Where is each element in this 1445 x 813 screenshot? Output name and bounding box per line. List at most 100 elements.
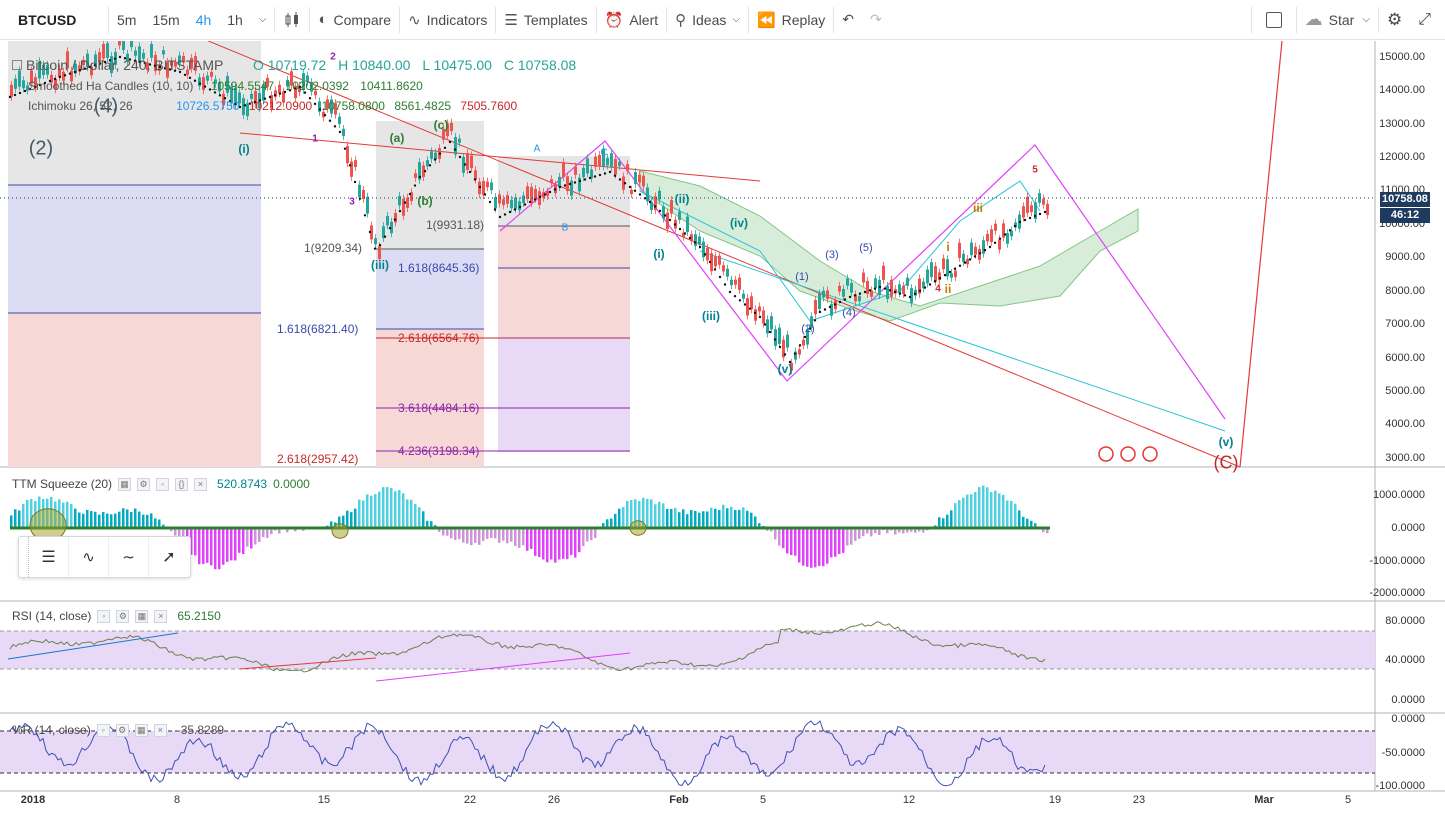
- undo-button[interactable]: ↶: [834, 0, 862, 40]
- visibility-icon[interactable]: ◦: [97, 609, 111, 623]
- interval-15m[interactable]: 15m: [152, 11, 180, 28]
- candle: [234, 87, 237, 106]
- ha-dot: [818, 310, 822, 314]
- visibility-icon[interactable]: ◦: [156, 477, 170, 491]
- ha-dot: [903, 294, 907, 297]
- interval-4h[interactable]: 4h: [195, 11, 212, 28]
- candle: [938, 272, 941, 280]
- abc-wave-tool[interactable]: ∼: [109, 537, 149, 577]
- candle: [382, 226, 385, 239]
- candle: [470, 155, 473, 169]
- format-icon[interactable]: ▦: [134, 723, 148, 737]
- settings-icon[interactable]: ⚙: [116, 609, 130, 623]
- drawing-toolbar[interactable]: ☰ ∿ ∼ ➚: [18, 536, 191, 578]
- close-icon[interactable]: ×: [154, 609, 168, 623]
- close-icon[interactable]: ×: [194, 477, 208, 491]
- interval-dropdown[interactable]: ⌵: [251, 0, 275, 40]
- divider: [833, 6, 835, 33]
- settings-icon[interactable]: ⚙: [115, 723, 129, 737]
- settings-icon[interactable]: ⚙: [137, 477, 151, 491]
- squeeze-bar: [462, 528, 465, 543]
- redo-button[interactable]: ↷: [862, 0, 890, 40]
- rsi-name[interactable]: RSI (14, close): [12, 609, 92, 623]
- squeeze-bar: [530, 528, 533, 549]
- candle: [406, 197, 409, 208]
- compare-button[interactable]: ◐ Compare: [310, 0, 399, 40]
- candle: [270, 95, 273, 109]
- templates-button[interactable]: ☰ Templates: [496, 0, 595, 40]
- squeeze-bar: [226, 528, 229, 562]
- chart-type-button[interactable]: [275, 0, 309, 40]
- gear-icon: ⚙: [1386, 9, 1403, 29]
- drag-handle[interactable]: [19, 537, 29, 577]
- chart-canvas[interactable]: [0, 41, 1445, 813]
- ha-dot: [363, 214, 367, 217]
- visibility-icon[interactable]: ◦: [96, 723, 110, 737]
- squeeze-bar: [514, 528, 517, 546]
- chevron-down-icon: ⌵: [1362, 14, 1370, 25]
- ha-dot: [878, 285, 882, 289]
- squeeze-bar: [270, 528, 273, 535]
- time-axis-label: 19: [1048, 794, 1062, 806]
- ha-dot: [103, 60, 107, 64]
- indicators-button[interactable]: ∿ Indicators: [400, 0, 495, 40]
- interval-5m[interactable]: 5m: [117, 11, 137, 28]
- fullscreen-button[interactable]: ⤢: [1410, 0, 1445, 40]
- ttm-name[interactable]: TTM Squeeze (20): [12, 477, 113, 491]
- settings-button[interactable]: ⚙: [1379, 0, 1410, 40]
- format-icon[interactable]: ▦: [135, 609, 149, 623]
- alert-button[interactable]: ⏰ Alert: [597, 0, 666, 40]
- squeeze-bar: [254, 528, 257, 545]
- replay-button[interactable]: ⏪ Replay: [749, 0, 833, 40]
- wr-axis-label: -100.0000: [1375, 780, 1425, 792]
- ideas-button[interactable]: ⚲ Ideas ⌵: [667, 0, 748, 40]
- ha-dot: [768, 330, 772, 334]
- squeeze-bar: [982, 485, 985, 528]
- wave-label: (C): [1213, 452, 1239, 473]
- star-button[interactable]: ☁ Star ⌵: [1297, 0, 1378, 40]
- squeeze-bar: [914, 528, 917, 533]
- candle: [598, 154, 601, 167]
- elliott-wave-tool[interactable]: ∿: [69, 537, 109, 577]
- format-icon[interactable]: ▦: [118, 477, 132, 491]
- ha-dot: [663, 214, 667, 217]
- candle: [650, 201, 653, 211]
- squeeze-bar: [546, 528, 549, 563]
- code-icon[interactable]: {}: [175, 477, 189, 491]
- rsi-axis-label: 0.0000: [1391, 694, 1425, 706]
- ha-dot: [648, 200, 652, 204]
- candle: [378, 246, 381, 260]
- ha-dot: [653, 205, 657, 208]
- legend-toggle-icon[interactable]: [12, 60, 22, 70]
- ha-dot: [463, 163, 467, 166]
- squeeze-bar: [30, 499, 33, 528]
- ha-dot: [473, 178, 477, 181]
- ha-dot: [758, 315, 762, 319]
- ha-dot: [383, 235, 387, 238]
- symbol-search[interactable]: BTCUSD: [18, 11, 77, 28]
- candle: [522, 195, 525, 203]
- squeeze-bar: [486, 528, 489, 539]
- candle: [250, 93, 253, 99]
- candle: [638, 174, 641, 183]
- lines-tool[interactable]: ☰: [29, 537, 69, 577]
- candle: [1026, 196, 1029, 213]
- fullscreen-layout-button[interactable]: [1252, 0, 1296, 40]
- squeeze-bar: [1022, 516, 1025, 528]
- interval-1h[interactable]: 1h: [227, 11, 243, 28]
- candle: [142, 52, 145, 59]
- wr-legend: %R (14, close) ◦ ⚙ ▦ × -35.8289: [12, 723, 224, 737]
- trend-line-tool[interactable]: ➚: [149, 537, 189, 577]
- candle: [154, 54, 157, 72]
- squeeze-bar: [714, 508, 717, 528]
- ha-dot: [428, 164, 432, 167]
- ha-dot: [948, 270, 952, 274]
- chart-area[interactable]: Bitcoin / Dollar, 240, BITSTAMP O 10719.…: [0, 41, 1445, 813]
- wr-name[interactable]: %R (14, close): [12, 723, 91, 737]
- squeeze-bar: [870, 528, 873, 537]
- squeeze-bar: [94, 511, 97, 528]
- squeeze-bar: [970, 494, 973, 528]
- ha-dot: [433, 158, 437, 161]
- candle: [562, 162, 565, 178]
- close-icon[interactable]: ×: [153, 723, 167, 737]
